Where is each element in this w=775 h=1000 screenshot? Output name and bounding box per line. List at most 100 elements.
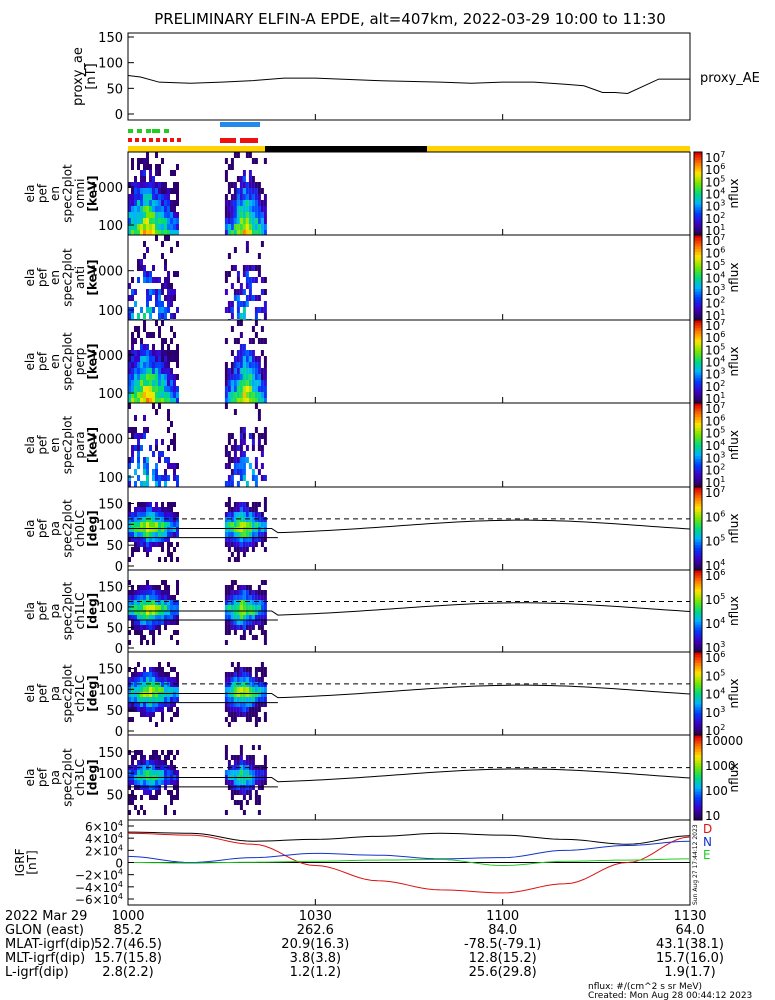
- colorbar-label: nflux: [727, 347, 741, 377]
- panel-ylabel-line: ela: [23, 352, 37, 370]
- colorbar-cell: [694, 752, 702, 756]
- panel-ylabel-line: ch3LC: [73, 759, 87, 796]
- panel-ytick: 100: [98, 219, 123, 234]
- colorbar-cell: [694, 417, 702, 421]
- panel-ylabel-line: spec2plot: [61, 499, 75, 558]
- footer-value: 1130: [673, 909, 706, 924]
- colorbar-cell: [694, 405, 702, 410]
- footer-row-label: 2022 Mar 29: [5, 909, 87, 924]
- colorbar-cell: [694, 646, 702, 650]
- colorbar-cell: [694, 808, 702, 812]
- colorbar-cell: [694, 160, 702, 164]
- panel-ylabel-line: pef: [36, 351, 50, 371]
- colorbar-cell: [694, 760, 702, 764]
- colorbar-cell: [694, 369, 702, 374]
- colorbar-cell: [694, 286, 702, 290]
- colorbar-tick: 10: [705, 809, 720, 823]
- colorbar-cell: [694, 489, 702, 494]
- colorbar-cell: [694, 561, 702, 565]
- colorbar-cell: [694, 355, 702, 360]
- panel-frame: [127, 402, 691, 488]
- colorbar-cell: [694, 484, 702, 488]
- panel-ylabel-line: en: [48, 438, 62, 453]
- colorbar-cell: [694, 696, 702, 700]
- colorbar-tick: 105: [705, 592, 725, 607]
- colorbar-cell: [694, 608, 702, 612]
- colorbar-cell: [694, 271, 702, 276]
- colorbar-cell: [694, 347, 702, 351]
- colorbar-tick: 105: [705, 668, 725, 683]
- colorbar-cell: [694, 632, 702, 637]
- colorbar-cell: [694, 212, 702, 217]
- colorbar-cell: [694, 185, 702, 189]
- footer-row-label: MLAT-igrf(dip): [5, 937, 95, 952]
- colorbar-cell: [694, 386, 702, 390]
- panel-ylabel-line: [keV]: [86, 427, 100, 463]
- colorbar-label-text: nflux: [727, 514, 741, 544]
- colorbar-cell: [694, 682, 702, 686]
- colorbar-label-text: nflux: [727, 763, 741, 793]
- colorbar-cell: [694, 729, 702, 733]
- red-marker: [170, 138, 174, 142]
- ae-ylabel-unit: [nT]: [84, 63, 99, 89]
- colorbar-cell: [694, 740, 702, 744]
- proxy-ae-frame: [127, 32, 691, 121]
- colorbar-cell: [694, 638, 702, 642]
- colorbar-cell: [694, 506, 702, 510]
- colorbar-cell: [694, 495, 702, 499]
- colorbar-cell: [694, 613, 702, 617]
- panel-ytick: 100: [98, 471, 123, 486]
- colorbar-cell: [694, 237, 702, 242]
- colorbar-cell: [694, 536, 702, 541]
- colorbar-cell: [694, 400, 702, 404]
- panel-ytick: 50: [106, 789, 123, 804]
- colorbar-cell: [694, 176, 702, 181]
- colorbar-cell: [694, 422, 702, 426]
- colorbar-cell: [694, 254, 702, 259]
- colorbar-cell: [694, 391, 702, 396]
- red-marker: [156, 138, 160, 142]
- panel-ylabel-line: para: [73, 431, 87, 458]
- colorbar-cell: [694, 196, 702, 200]
- panel-ylabel-line: pa: [48, 686, 62, 701]
- panel-ytick: 150: [98, 746, 123, 761]
- panel-ylabel-line: [keV]: [86, 343, 100, 379]
- colorbar-cell: [694, 654, 702, 659]
- colorbar-cell: [694, 558, 702, 563]
- panel-frame: [127, 319, 691, 404]
- colorbar-cell: [694, 171, 702, 175]
- colorbar-tick: 104: [705, 616, 725, 631]
- colorbar-cell: [694, 624, 702, 628]
- colorbar-cell: [694, 774, 702, 778]
- colorbar-cell: [694, 712, 702, 717]
- colorbar-cell: [694, 621, 702, 626]
- colorbar-cell: [694, 602, 702, 607]
- panel-ylabel-line: pef: [36, 767, 50, 787]
- colorbar-cell: [694, 473, 702, 477]
- panel-ylabel-line: spec2plot: [61, 664, 75, 723]
- panel-ylabel-line: omni: [73, 179, 87, 209]
- spectrogram-cells: [128, 745, 267, 815]
- colorbar-cell: [694, 597, 702, 601]
- colorbar-cell: [694, 325, 702, 329]
- footer-value: 15.7(16.0): [656, 951, 724, 966]
- colorbar-cell: [694, 339, 702, 343]
- ae-series-label: proxy_AE: [700, 71, 760, 86]
- spectrogram-cells: [128, 403, 267, 487]
- ae-ytick: 0: [115, 108, 123, 123]
- colorbar-cell: [694, 215, 702, 219]
- colorbar-cell: [694, 580, 702, 585]
- colorbar-cell: [694, 232, 702, 236]
- ae-ytick: 100: [98, 57, 123, 72]
- panel-ylabel-line: ch0LC: [73, 510, 87, 547]
- colorbar-cell: [694, 433, 702, 438]
- colorbar-cell: [694, 578, 702, 582]
- colorbar-tick: 106: [705, 650, 725, 665]
- colorbar-cell: [694, 257, 702, 261]
- colorbar-cell: [694, 269, 702, 273]
- colorbar-cell: [694, 500, 702, 505]
